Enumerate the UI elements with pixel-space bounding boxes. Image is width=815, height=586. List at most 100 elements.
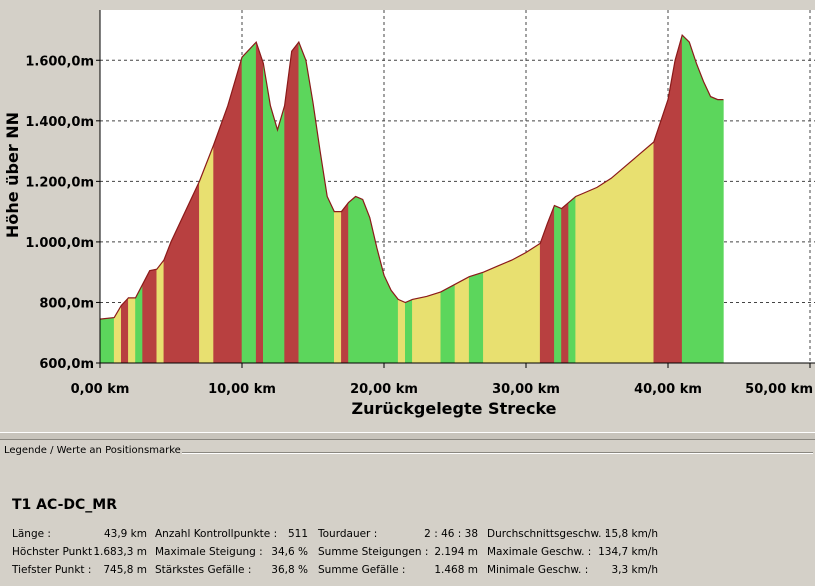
legend-divider	[182, 452, 813, 454]
profile-segment	[412, 296, 427, 364]
profile-segment	[582, 186, 598, 364]
profile-segment	[525, 242, 541, 364]
profile-segment	[99, 317, 115, 364]
profile-segment	[128, 297, 136, 364]
stat-label: Stärkstes Gefälle :	[155, 564, 252, 576]
profile-segment	[625, 153, 640, 364]
profile-segment	[703, 81, 711, 364]
stat-value: 2.194 m	[434, 546, 478, 558]
profile-segment	[681, 34, 690, 364]
stat-value: 1.683,3 m	[93, 546, 147, 558]
profile-segment	[674, 35, 683, 364]
profile-segment	[561, 201, 569, 364]
profile-segment	[710, 96, 719, 364]
profile-segment	[333, 211, 342, 364]
stat-value: 1.468 m	[434, 564, 478, 576]
profile-segment	[511, 252, 527, 364]
profile-segment	[227, 57, 243, 364]
stat-label: Tourdauer :	[318, 528, 378, 540]
profile-segment	[596, 177, 612, 364]
profile-segment	[270, 105, 278, 364]
profile-segment	[241, 41, 257, 364]
x-tick-label: 10,00 km	[208, 382, 276, 397]
y-tick-label: 1.000,0m	[25, 236, 94, 251]
stat-label: Summe Gefälle :	[318, 564, 406, 576]
profile-segment	[348, 195, 356, 364]
stat-value: 36,8 %	[271, 564, 308, 576]
profile-segment	[291, 41, 300, 364]
x-tick-label: 50,00 km	[745, 382, 813, 397]
stat-value: 15,8 km/h	[604, 528, 658, 540]
profile-segment	[639, 141, 655, 364]
stat-label: Länge :	[12, 528, 51, 540]
profile-segment	[390, 289, 399, 364]
profile-segment	[163, 241, 172, 364]
x-tick-label: 0,00 km	[71, 382, 130, 397]
profile-segment	[149, 268, 158, 364]
tour-name: T1 AC-DC_MR	[12, 497, 118, 513]
profile-segment	[497, 259, 513, 364]
profile-segment	[468, 271, 484, 364]
y-tick-label: 1.400,0m	[25, 115, 94, 130]
y-tick-label: 600,0m	[39, 357, 94, 372]
stat-value: 2 : 46 : 38	[424, 528, 478, 540]
profile-segment	[696, 63, 704, 364]
profile-segment	[213, 105, 229, 364]
profile-segment	[397, 298, 406, 364]
x-tick-label: 40,00 km	[634, 382, 702, 397]
profile-segment	[142, 270, 150, 364]
stat-value: 3,3 km/h	[611, 564, 658, 576]
y-tick-label: 1.200,0m	[25, 175, 94, 190]
profile-segment	[554, 205, 562, 364]
profile-segment	[483, 265, 498, 364]
profile-segment	[426, 291, 442, 364]
elevation-chart: 600,0m 800,0m 1.000,0m 1.200,0m 1.400,0m 1.60…	[3, 10, 815, 418]
profile-segment	[539, 223, 548, 364]
x-tick-label: 20,00 km	[350, 382, 418, 397]
stat-label: Summe Steigungen :	[318, 546, 429, 558]
stat-label: Minimale Geschw. :	[487, 564, 589, 576]
stat-label: Maximale Steigung :	[155, 546, 263, 558]
elevation-profile-line	[99, 33, 724, 320]
profile-segment	[298, 41, 307, 364]
profile-segment	[184, 181, 200, 364]
y-axis-title: Höhe über NN	[3, 112, 22, 238]
profile-segment	[255, 42, 264, 364]
profile-segment	[262, 63, 271, 364]
profile-segment	[326, 196, 335, 364]
legend-header: Legende / Werte an Positionsmarke	[4, 445, 181, 456]
profile-segment	[568, 195, 577, 364]
stat-value: 134,7 km/h	[598, 546, 658, 558]
y-tick-label: 800,0m	[39, 296, 94, 311]
profile-segment	[355, 196, 364, 364]
y-tick-label: 1.600,0m	[25, 54, 94, 69]
profile-segment	[454, 276, 470, 364]
profile-segment	[717, 99, 724, 364]
profile-segment	[121, 297, 129, 364]
profile-segment	[610, 165, 626, 364]
profile-segment	[653, 99, 669, 364]
profile-segment	[156, 259, 165, 364]
profile-segment	[362, 199, 371, 364]
legend-panel: Legende / Werte an Positionsmarke T1 AC-…	[0, 440, 815, 586]
stat-value: 34,6 %	[271, 546, 308, 558]
profile-segment	[575, 193, 584, 364]
profile-segment	[404, 298, 413, 364]
stat-label: Durchschnittsgeschw. :	[487, 528, 609, 540]
x-tick-label: 30,00 km	[492, 382, 560, 397]
profile-segment	[688, 42, 697, 364]
stat-value: 43,9 km	[103, 528, 147, 540]
elevation-chart-panel: 600,0m 800,0m 1.000,0m 1.200,0m 1.400,0m 1.60…	[3, 10, 815, 418]
profile-segment	[341, 201, 349, 364]
stat-label: Maximale Geschw. :	[487, 546, 592, 558]
profile-segment	[546, 205, 555, 364]
profile-segment	[440, 283, 456, 364]
stat-value: 745,8 m	[103, 564, 147, 576]
stat-value: 511	[287, 528, 308, 540]
profile-segment	[277, 105, 285, 364]
panel-splitter[interactable]	[0, 432, 815, 440]
x-axis-title: Zurückgelegte Strecke	[351, 399, 556, 418]
profile-segment	[667, 60, 676, 364]
stat-label: Tiefster Punkt :	[12, 564, 92, 576]
stat-label: Höchster Punkt :	[12, 546, 99, 558]
